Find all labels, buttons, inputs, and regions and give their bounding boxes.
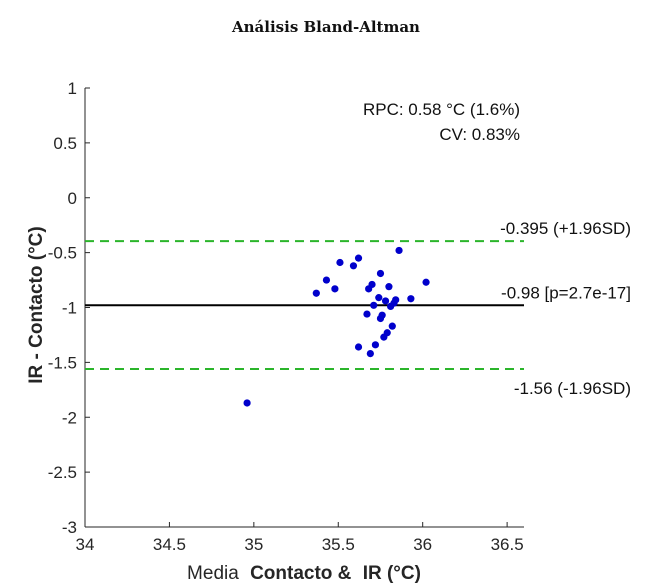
data-point xyxy=(354,254,363,262)
data-point xyxy=(331,285,339,293)
y-tick-label: -2.5 xyxy=(48,463,77,482)
x-tick-label: 34 xyxy=(76,535,95,554)
data-point xyxy=(371,341,380,349)
reference-line-label: -0.98 [p=2.7e-17] xyxy=(501,283,631,302)
data-point xyxy=(312,289,320,297)
data-point xyxy=(381,297,390,305)
y-axis-label: IR - Contacto (°C) xyxy=(26,226,47,383)
y-tick-label: -0.5 xyxy=(48,244,77,263)
x-tick-label: 36 xyxy=(413,535,432,554)
y-tick-label: -2 xyxy=(62,408,77,427)
data-point xyxy=(385,283,393,291)
data-point xyxy=(349,262,358,270)
data-point xyxy=(366,349,374,358)
y-tick-label: -1 xyxy=(62,299,77,318)
data-point xyxy=(336,258,344,267)
data-point xyxy=(376,269,385,278)
data-point xyxy=(375,294,383,302)
data-point xyxy=(422,278,430,286)
y-tick-label: -3 xyxy=(62,518,77,537)
x-axis-label-part: Contacto & xyxy=(250,563,352,584)
data-point xyxy=(354,343,363,351)
chart-title: Análisis Bland-Altman xyxy=(231,18,420,36)
x-axis-label: Media Contacto & IR (°C) xyxy=(187,563,421,584)
data-point xyxy=(388,322,396,330)
x-axis-label-part: Media xyxy=(187,563,239,584)
data-point xyxy=(243,399,251,407)
data-point xyxy=(383,329,391,337)
x-axis-label-part: IR (°C) xyxy=(363,563,421,584)
stat-rpc: RPC: 0.58 °C (1.6%) xyxy=(363,100,520,119)
y-tick-label: 0 xyxy=(68,189,77,208)
data-point xyxy=(370,301,378,309)
data-point xyxy=(368,280,376,289)
plot-axes: 1 0.5 0 -0.5 -1 -1.5 -2 -2.5 -334 34.5 35 35.5 36 36.… xyxy=(48,79,524,554)
data-point xyxy=(395,246,403,255)
y-tick-label: 0.5 xyxy=(53,134,77,153)
x-tick-label: 34.5 xyxy=(153,535,186,554)
data-point xyxy=(322,276,331,284)
reference-lines xyxy=(85,240,524,370)
x-tick-label: 36.5 xyxy=(491,535,524,554)
stat-cv: CV: 0.83% xyxy=(439,125,520,144)
y-tick-label: 1 xyxy=(68,79,77,98)
data-point xyxy=(392,296,400,304)
reference-line-label: -0.395 (+1.96SD) xyxy=(500,219,631,238)
y-tick-label: -1.5 xyxy=(48,353,77,372)
data-point xyxy=(407,295,415,303)
x-tick-label: 35.5 xyxy=(322,535,355,554)
x-tick-label: 35 xyxy=(244,535,263,554)
data-points xyxy=(243,246,430,407)
data-point xyxy=(363,310,371,318)
reference-labels: -0.395 (+1.96SD) -0.98 [p=2.7e-17] -1.56 (… xyxy=(500,219,631,398)
reference-line-label: -1.56 (-1.96SD) xyxy=(514,379,631,398)
data-point xyxy=(378,311,386,319)
